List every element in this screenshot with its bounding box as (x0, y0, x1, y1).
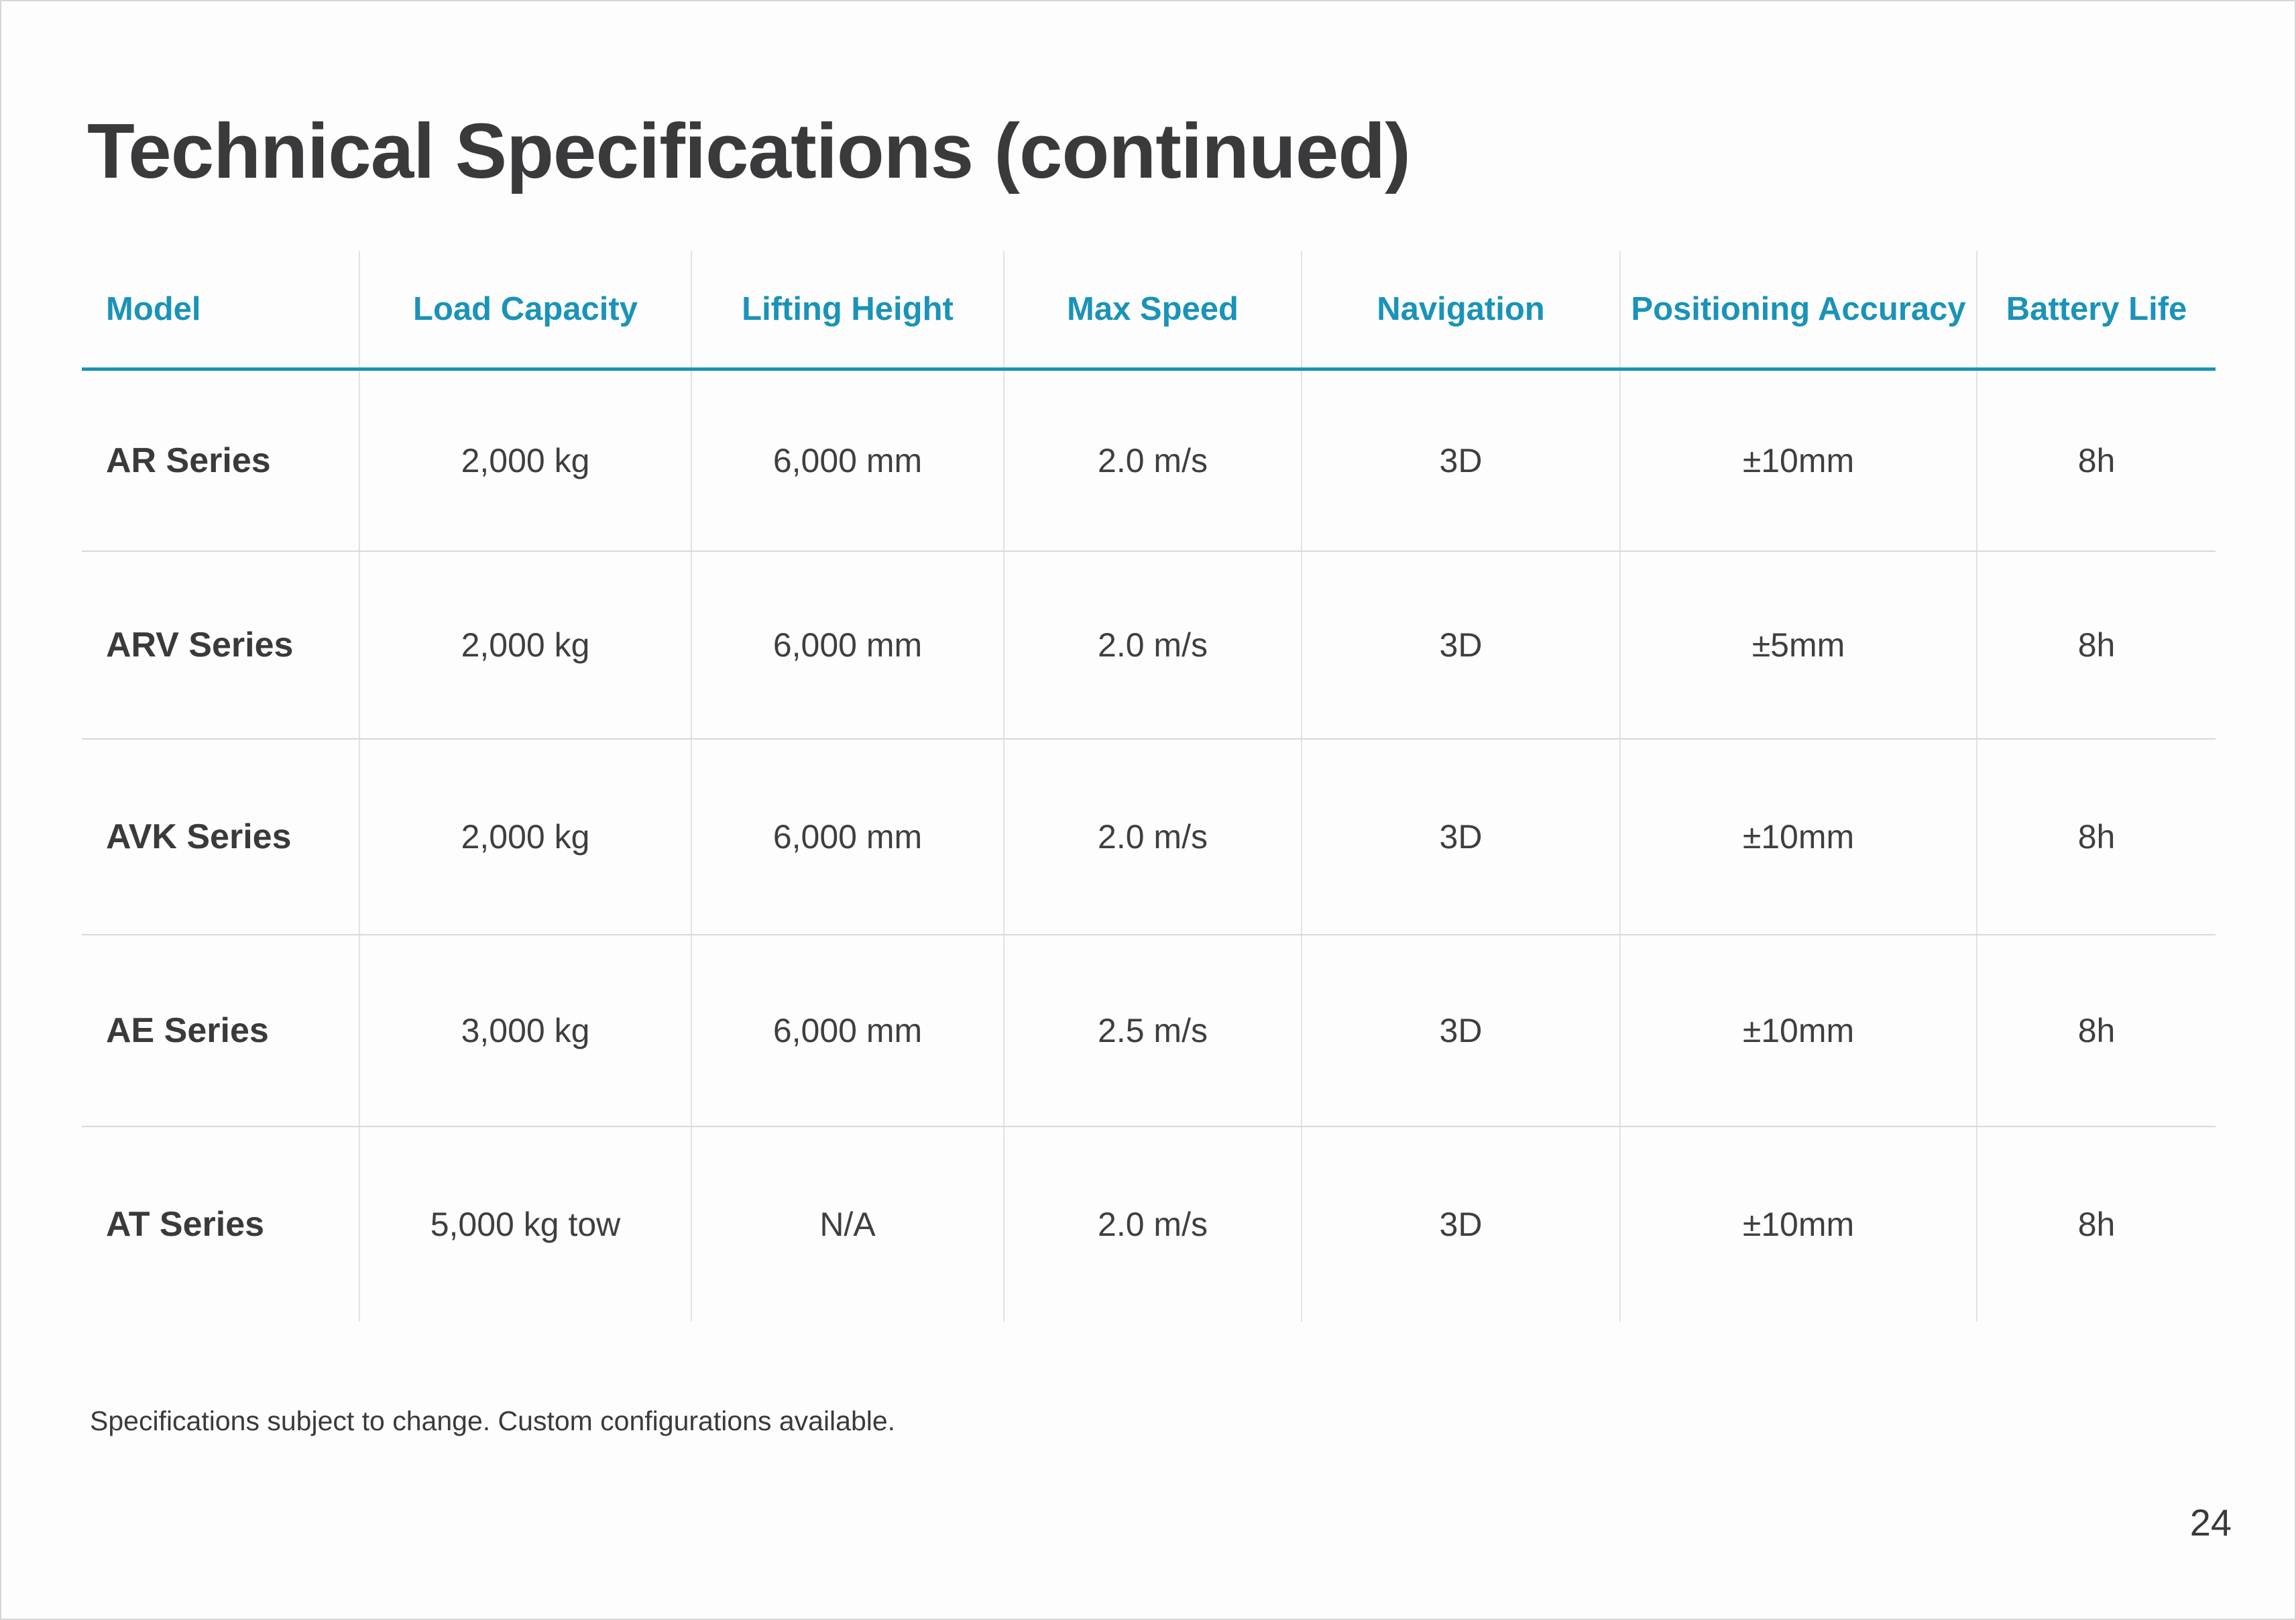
header-lifting-height: Lifting Height (691, 251, 1004, 371)
battery-life-cell: 8h (1976, 739, 2216, 935)
table-row: ARV Series 2,000 kg 6,000 mm 2.0 m/s 3D … (82, 551, 2216, 740)
specifications-table: Model Load Capacity Lifting Height Max S… (82, 251, 2216, 1322)
battery-life-cell: 8h (1976, 369, 2216, 552)
navigation-cell: 3D (1301, 369, 1620, 552)
positioning-accuracy-cell: ±10mm (1619, 1126, 1977, 1322)
header-navigation: Navigation (1301, 251, 1620, 371)
max-speed-cell: 2.5 m/s (1003, 935, 1302, 1127)
header-positioning-accuracy: Positioning Accuracy (1619, 251, 1977, 371)
header-load-capacity: Load Capacity (359, 251, 691, 371)
load-capacity-cell: 2,000 kg (359, 739, 691, 935)
table-header-row: Model Load Capacity Lifting Height Max S… (82, 251, 2216, 371)
table-row: AR Series 2,000 kg 6,000 mm 2.0 m/s 3D ±… (82, 369, 2216, 552)
max-speed-cell: 2.0 m/s (1003, 1126, 1302, 1322)
max-speed-cell: 2.0 m/s (1003, 369, 1302, 552)
navigation-cell: 3D (1301, 551, 1620, 740)
header-battery-life: Battery Life (1976, 251, 2216, 371)
model-cell: AVK Series (82, 739, 359, 935)
lifting-height-cell: 6,000 mm (691, 369, 1004, 552)
footnote: Specifications subject to change. Custom… (90, 1405, 896, 1436)
positioning-accuracy-cell: ±10mm (1619, 935, 1977, 1127)
load-capacity-cell: 3,000 kg (359, 935, 691, 1127)
max-speed-cell: 2.0 m/s (1003, 739, 1302, 935)
header-max-speed: Max Speed (1003, 251, 1302, 371)
navigation-cell: 3D (1301, 935, 1620, 1127)
positioning-accuracy-cell: ±5mm (1619, 551, 1977, 740)
battery-life-cell: 8h (1976, 551, 2216, 740)
load-capacity-cell: 2,000 kg (359, 369, 691, 552)
model-cell: ARV Series (82, 551, 359, 740)
model-cell: AE Series (82, 935, 359, 1127)
lifting-height-cell: N/A (691, 1126, 1004, 1322)
page-number: 24 (2189, 1501, 2232, 1544)
lifting-height-cell: 6,000 mm (691, 935, 1004, 1127)
load-capacity-cell: 2,000 kg (359, 551, 691, 740)
load-capacity-cell: 5,000 kg tow (359, 1126, 691, 1322)
max-speed-cell: 2.0 m/s (1003, 551, 1302, 740)
model-cell: AT Series (106, 1205, 265, 1244)
positioning-accuracy-cell: ±10mm (1619, 369, 1977, 552)
table-row: AT Series 5,000 kg tow N/A 2.0 m/s 3D ±1… (82, 1126, 2216, 1322)
header-model: Model (82, 251, 359, 371)
positioning-accuracy-cell: ±10mm (1619, 739, 1977, 935)
navigation-cell: 3D (1301, 739, 1620, 935)
battery-life-cell: 8h (1976, 935, 2216, 1127)
lifting-height-cell: 6,000 mm (691, 739, 1004, 935)
page-title: Technical Specifications (continued) (87, 107, 1411, 194)
table-row: AVK Series 2,000 kg 6,000 mm 2.0 m/s 3D … (82, 739, 2216, 935)
lifting-height-cell: 6,000 mm (691, 551, 1004, 740)
navigation-cell: 3D (1301, 1126, 1620, 1322)
table-row: AE Series 3,000 kg 6,000 mm 2.5 m/s 3D ±… (82, 935, 2216, 1127)
model-cell: AR Series (82, 369, 359, 552)
battery-life-cell: 8h (1976, 1126, 2216, 1322)
